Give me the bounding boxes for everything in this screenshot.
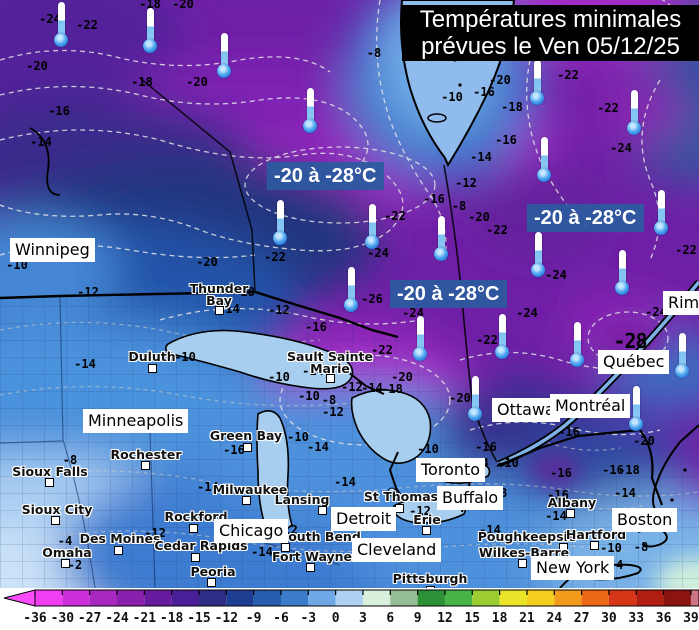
svg-text:12: 12 (437, 611, 453, 626)
temperature-colorbar: -36 -30 -27 -24 -21 -18 -15 -12 -9 -6 -3 0 3 6 9 12 15 18… (0, 588, 699, 630)
svg-text:27: 27 (574, 611, 590, 626)
lake-st-clair (387, 487, 397, 497)
svg-text:-6: -6 (273, 611, 289, 626)
svg-text:-36: -36 (23, 611, 47, 626)
akimiski-island (427, 113, 447, 123)
map-title-line2: prévues le Ven 05/12/25 (421, 33, 680, 60)
svg-text:18: 18 (492, 611, 508, 626)
svg-text:36: 36 (656, 611, 672, 626)
svg-text:3: 3 (359, 611, 367, 626)
svg-text:9: 9 (414, 611, 422, 626)
lake-huron (350, 389, 432, 464)
svg-text:0: 0 (332, 611, 340, 626)
great-lakes (164, 329, 491, 533)
svg-text:-3: -3 (300, 611, 316, 626)
lake-superior (164, 329, 354, 390)
map-title-line1: Températures minimales (419, 6, 682, 33)
map-title: Températures minimales prévues le Ven 05… (402, 5, 699, 61)
state-borders (0, 295, 341, 588)
svg-text:30: 30 (601, 611, 617, 626)
lake-michigan (256, 410, 293, 533)
svg-text:15: 15 (464, 611, 480, 626)
svg-text:21: 21 (519, 611, 535, 626)
svg-text:-21: -21 (133, 611, 157, 626)
svg-text:6: 6 (386, 611, 394, 626)
svg-text:24: 24 (546, 611, 562, 626)
svg-text:-15: -15 (187, 611, 210, 626)
svg-text:-12: -12 (215, 611, 238, 626)
political-borders (0, 77, 664, 513)
temperature-map: -18-20-22-24-22-8-20-22-20-18-20-16-10-1… (0, 0, 699, 588)
svg-text:-18: -18 (160, 611, 184, 626)
svg-text:-30: -30 (51, 611, 75, 626)
svg-text:33: 33 (628, 611, 644, 626)
svg-text:-24: -24 (105, 611, 129, 626)
map-base-graphics (0, 0, 699, 588)
us-county-grid (0, 292, 699, 588)
svg-text:-27: -27 (78, 611, 101, 626)
svg-text:39: 39 (683, 611, 699, 626)
svg-text:-9: -9 (246, 611, 262, 626)
